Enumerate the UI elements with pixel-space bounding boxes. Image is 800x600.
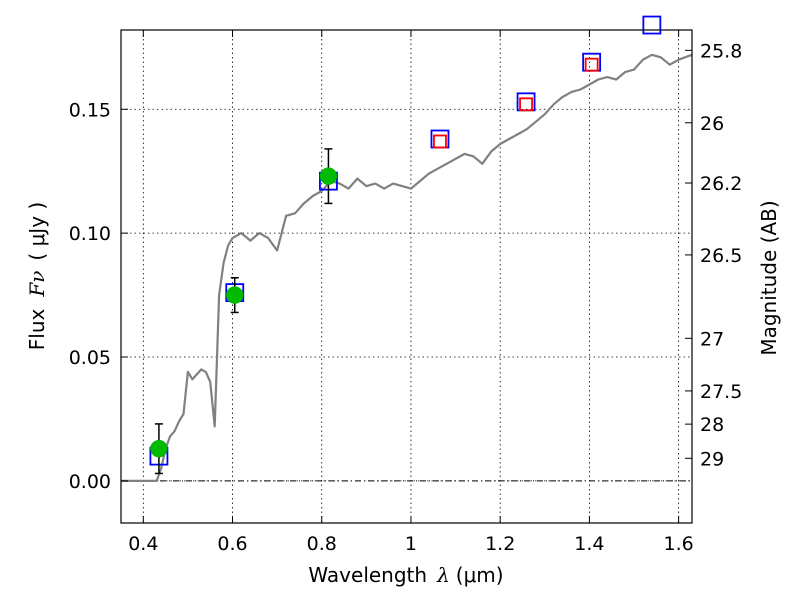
y2-axis-label: Magnitude (AB) xyxy=(757,200,781,355)
spectrum-line xyxy=(121,53,692,482)
axis-ticks: 0.4 0.6 0.8 1 1.2 1.4 1.6 0.00 0.05 0.10 0.15 25.8 2… xyxy=(69,30,742,555)
x-axis-label: Wavelength λ (μm) xyxy=(308,563,503,587)
data-series xyxy=(121,53,692,482)
y-tick-label: 0.00 xyxy=(69,471,111,493)
y2-tick-label: 28 xyxy=(700,414,724,436)
x-tick-label: 1 xyxy=(405,533,417,555)
grid-lines xyxy=(121,30,692,523)
y2-tick-label: 25.8 xyxy=(700,40,742,62)
model-photometry-blue-square xyxy=(642,15,662,35)
photometry-point xyxy=(226,286,244,304)
y2-tick-label: 29 xyxy=(700,448,724,470)
y2-tick-label: 27.5 xyxy=(700,381,742,403)
data-markers xyxy=(149,15,662,475)
y-tick-label: 0.15 xyxy=(69,99,111,121)
y2-tick-label: 26.2 xyxy=(700,173,742,195)
plot-frame xyxy=(120,29,693,524)
x-tick-label: 0.8 xyxy=(307,533,337,555)
x-tick-label: 0.4 xyxy=(128,533,158,555)
x-tick-label: 1.4 xyxy=(574,533,604,555)
model-photometry-red-square xyxy=(584,57,599,72)
y2-tick-label: 27 xyxy=(700,328,724,350)
y-axis-label: FluxFν( μJy ) xyxy=(25,202,49,350)
x-tick-label: 0.6 xyxy=(217,533,247,555)
y2-tick-label: 26 xyxy=(700,113,724,135)
y-tick-label: 0.05 xyxy=(69,347,111,369)
photometry-point xyxy=(150,439,168,458)
photometry-point xyxy=(319,167,338,185)
model-photometry-red-square xyxy=(519,97,533,112)
y-tick-label: 0.10 xyxy=(69,223,111,245)
model-photometry-red-square xyxy=(433,134,447,149)
y2-tick-label: 26.5 xyxy=(700,245,742,267)
x-tick-label: 1.6 xyxy=(664,533,694,555)
x-tick-label: 1.2 xyxy=(485,533,515,555)
